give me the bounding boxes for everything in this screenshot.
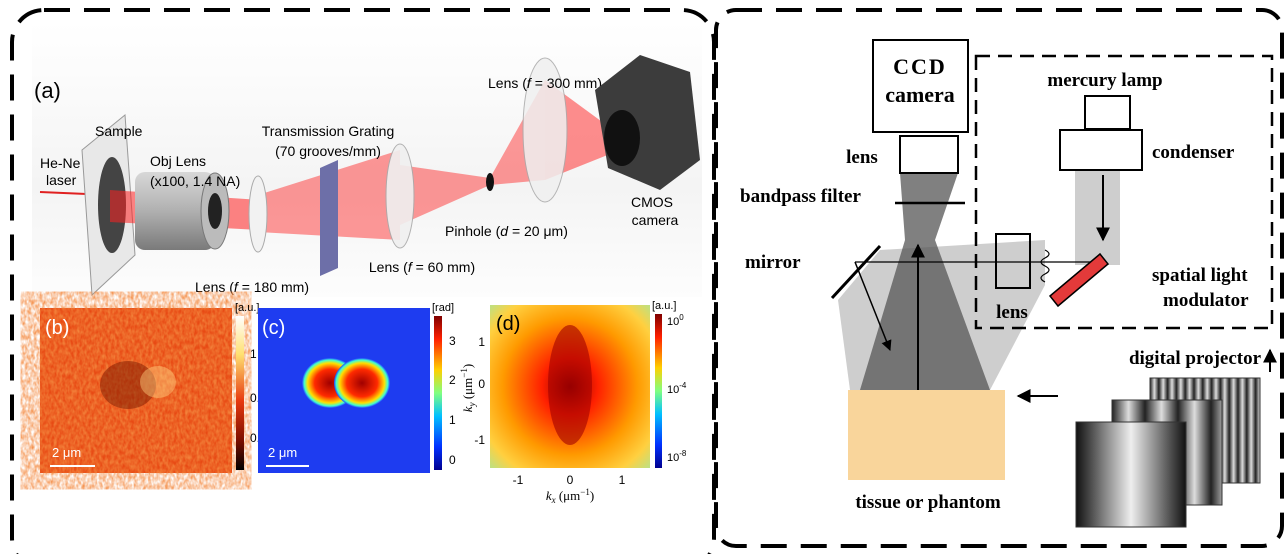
lens — [386, 144, 414, 248]
lens-label: Lens (f = 180 mm) — [195, 279, 309, 295]
slm-label: spatial light — [1152, 265, 1248, 286]
camera-aperture — [604, 110, 640, 166]
pinhole-label: Pinhole (d = 20 μm) — [445, 223, 568, 239]
objective-label: (x100, 1.4 NA) — [150, 173, 240, 189]
objective-aperture — [208, 193, 222, 229]
colorbar-tick: 0 — [449, 453, 456, 467]
y-tick-label: -1 — [474, 433, 485, 447]
phase-blob — [334, 358, 390, 408]
bandpass-label: bandpass filter — [740, 186, 861, 207]
ccd-label: camera — [885, 82, 955, 107]
colorbar-tick: 10-4 — [667, 381, 687, 396]
lamp-label: mercury lamp — [1047, 70, 1162, 91]
x-tick-label: 0 — [567, 473, 574, 487]
colorbar-tick: 1 — [449, 413, 456, 427]
colorbar-unit: [rad] — [432, 302, 454, 314]
panel-label: (c) — [262, 317, 285, 339]
panel-b: (b) 2 μm [a.u.] 1 0.8 0.6 — [40, 302, 267, 473]
cell-feature — [140, 366, 176, 398]
lens-box — [900, 136, 958, 173]
y-axis-label: ky (μm−1) — [459, 364, 477, 412]
lens-label: lens — [996, 302, 1028, 323]
colorbar-tick: 1 — [250, 347, 257, 361]
y-tick-label: 1 — [478, 335, 485, 349]
mirror-label: mirror — [745, 252, 801, 273]
condenser-label: condenser — [1152, 142, 1235, 163]
colorbar-tick: 3 — [449, 334, 456, 348]
page: { "panel_a": { "label": "(a)", "he_ne": … — [0, 0, 1288, 554]
lens-label: lens — [846, 147, 878, 168]
colorbar-tick: 100 — [667, 313, 684, 328]
camera-label: camera — [632, 212, 679, 228]
objective-label: Obj Lens — [150, 153, 206, 169]
mercury-lamp — [1085, 96, 1130, 129]
projector-label: digital projector — [1129, 348, 1262, 369]
colorbar — [434, 316, 442, 470]
panel-label: (b) — [45, 317, 69, 339]
laser-label: He-Ne — [40, 155, 81, 171]
lens — [249, 176, 267, 252]
lamp-beam — [1075, 170, 1120, 265]
colorbar-unit: [a.u.] — [235, 302, 259, 314]
x-tick-label: 1 — [619, 473, 626, 487]
lens-label: Lens (f = 300 mm) — [488, 75, 602, 91]
pinhole — [486, 173, 494, 191]
camera-label: CMOS — [631, 194, 673, 210]
panel-label: (d) — [496, 313, 520, 335]
panel-label: (a) — [34, 78, 61, 103]
x-tick-label: -1 — [513, 473, 524, 487]
scale-label: 2 μm — [268, 445, 297, 460]
sample-label: Sample — [95, 123, 143, 139]
colorbar-unit: [a.u.] — [652, 300, 676, 312]
panel-a: (a) He-Ne laser Sample Obj Lens (x100, 1… — [32, 22, 702, 297]
ccd-label: CCD — [893, 54, 947, 79]
panel-d: (d) [a.u.] 100 10-4 10-8 1 0 -1 ky (μm−1… — [459, 300, 687, 505]
colorbar-tick: 2 — [449, 373, 456, 387]
grating — [320, 160, 338, 276]
figure: (a) He-Ne laser Sample Obj Lens (x100, 1… — [0, 0, 1288, 554]
scale-label: 2 μm — [52, 445, 81, 460]
colorbar — [236, 316, 244, 470]
tissue-phantom — [848, 390, 1005, 480]
y-tick-label: 0 — [478, 377, 485, 391]
colorbar — [655, 314, 662, 468]
tissue-label: tissue or phantom — [855, 492, 1001, 513]
grating-label: (70 grooves/mm) — [275, 143, 381, 159]
grating-label: Transmission Grating — [262, 123, 395, 139]
right-panel: CCD camera lens bandpass filter mirror l… — [740, 40, 1272, 527]
panel-c: (c) 2 μm [rad] 3 2 1 0 — [258, 302, 456, 473]
lens-label: Lens (f = 60 mm) — [369, 259, 475, 275]
pattern-image — [1076, 422, 1186, 527]
colorbar-tick: 10-8 — [667, 449, 687, 464]
laser-label: laser — [46, 172, 77, 188]
x-axis-label: kx (μm−1) — [546, 487, 594, 505]
fourier-center — [548, 325, 592, 445]
condenser — [1060, 130, 1142, 170]
slm-label: modulator — [1163, 290, 1249, 311]
